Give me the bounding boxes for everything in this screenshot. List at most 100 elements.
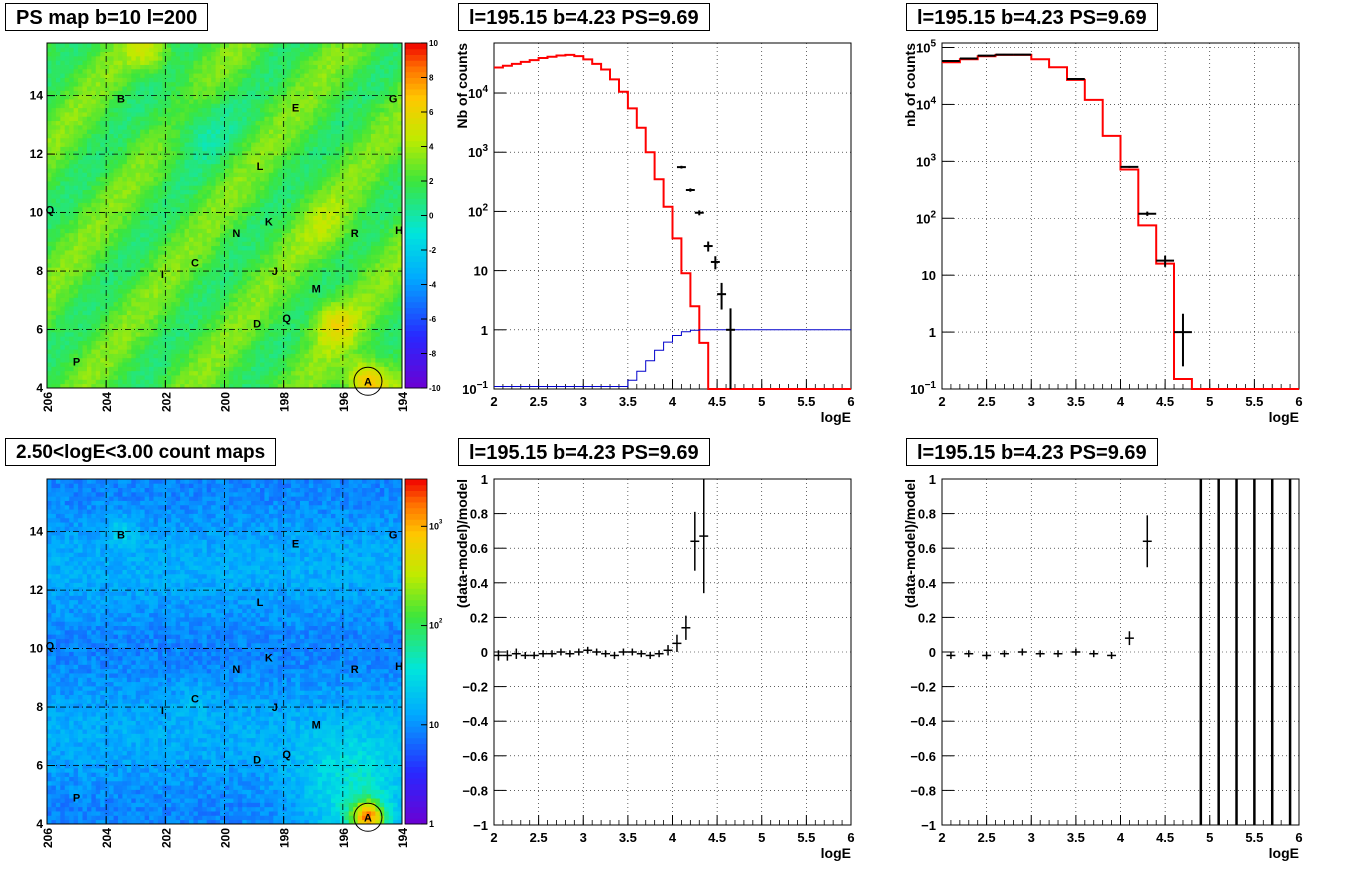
heatmap-cell	[255, 327, 261, 333]
heatmap-cell	[47, 267, 52, 272]
heatmap-cell	[51, 349, 57, 354]
heatmap-cell	[51, 310, 57, 316]
heatmap-cell	[233, 137, 239, 143]
heatmap-cell	[47, 168, 52, 173]
heatmap-cell	[193, 129, 199, 134]
heatmap-cell	[255, 77, 261, 83]
heatmap-cell	[282, 245, 288, 251]
heatmap-cell	[51, 107, 57, 113]
heatmap-cell	[162, 47, 168, 53]
heatmap-cell	[171, 275, 177, 281]
heatmap-cell	[242, 193, 248, 199]
heatmap-cell	[184, 219, 190, 225]
heatmap-cell	[100, 176, 106, 182]
heatmap-cell	[100, 99, 106, 104]
heatmap-cell	[91, 211, 97, 216]
heatmap-cell	[95, 258, 101, 264]
heatmap-cell	[184, 77, 190, 83]
heatmap-cell	[242, 124, 248, 130]
heatmap-cell	[246, 185, 252, 191]
heatmap-cell	[140, 206, 146, 212]
heatmap-cell	[184, 237, 190, 242]
heatmap-cell	[162, 86, 168, 91]
heatmap-cell	[100, 319, 106, 324]
heatmap-cell	[91, 366, 97, 372]
heatmap-cell	[60, 301, 66, 307]
heatmap-cell	[211, 275, 217, 281]
heatmap-cell	[86, 185, 92, 191]
heatmap-cell	[140, 349, 146, 354]
heatmap-cell	[295, 112, 301, 117]
heatmap-cell	[242, 310, 248, 316]
heatmap-cell	[175, 250, 181, 255]
heatmap-cell	[118, 193, 123, 199]
heatmap-cell	[86, 353, 92, 359]
heatmap-cell	[237, 228, 243, 234]
heatmap-cell	[91, 224, 97, 229]
heatmap-cell	[255, 237, 261, 242]
heatmap-cell	[78, 275, 83, 281]
heatmap-cell	[313, 258, 319, 264]
heatmap-cell	[304, 189, 310, 195]
heatmap-cell	[308, 375, 314, 380]
heatmap-cell	[78, 99, 83, 104]
heatmap-cell	[189, 254, 194, 260]
heatmap-cell	[73, 129, 79, 134]
heatmap-cell	[82, 293, 88, 298]
heatmap-cell	[313, 116, 319, 122]
heatmap-cell	[184, 81, 190, 87]
heatmap-cell	[180, 112, 185, 117]
heatmap-cell	[228, 250, 234, 255]
heatmap-cell	[299, 202, 305, 208]
heatmap-cell	[118, 112, 123, 117]
heatmap-cell	[268, 112, 274, 117]
heatmap-cell	[277, 297, 283, 303]
heatmap-cell	[131, 43, 137, 48]
heatmap-cell	[153, 219, 159, 225]
heatmap-cell	[126, 60, 132, 65]
heatmap-cell	[104, 258, 110, 264]
heatmap-cell	[118, 172, 123, 178]
heatmap-cell	[215, 258, 221, 264]
heatmap-cell	[140, 353, 146, 359]
heatmap-cell	[91, 254, 97, 260]
heatmap-cell	[69, 124, 75, 130]
heatmap-cell	[60, 68, 66, 74]
heatmap-cell	[95, 362, 101, 367]
heatmap-cell	[100, 284, 106, 290]
heatmap-cell	[291, 336, 296, 341]
heatmap-cell	[60, 90, 66, 96]
heatmap-cell	[171, 362, 177, 367]
heatmap-cell	[104, 219, 110, 225]
heatmap-cell	[109, 107, 114, 113]
heatmap-cell	[64, 146, 70, 152]
heatmap-cell	[299, 245, 305, 251]
heatmap-cell	[233, 176, 239, 182]
heatmap-cell	[126, 288, 132, 294]
heatmap-cell	[91, 275, 97, 281]
heatmap-cell	[60, 353, 66, 359]
heatmap-cell	[273, 81, 279, 87]
heatmap-cell	[251, 81, 256, 87]
heatmap-cell	[282, 47, 288, 53]
heatmap-cell	[197, 198, 203, 203]
heatmap-cell	[113, 319, 119, 324]
heatmap-cell	[317, 51, 323, 57]
heatmap-cell	[162, 68, 168, 74]
heatmap-cell	[47, 344, 52, 350]
heatmap-cell	[135, 241, 141, 247]
heatmap-cell	[104, 202, 110, 208]
heatmap-cell	[291, 129, 296, 134]
heatmap-cell	[295, 362, 301, 367]
heatmap-cell	[322, 262, 327, 268]
heatmap-cell	[220, 250, 225, 255]
heatmap-cell	[291, 73, 296, 78]
heatmap-cell	[100, 245, 106, 251]
heatmap-cell	[109, 267, 114, 272]
heatmap-cell	[122, 211, 128, 216]
heatmap-cell	[64, 340, 70, 346]
heatmap-cell	[220, 163, 225, 169]
heatmap-cell	[277, 103, 283, 109]
heatmap-cell	[286, 366, 292, 372]
heatmap-cell	[251, 133, 256, 139]
